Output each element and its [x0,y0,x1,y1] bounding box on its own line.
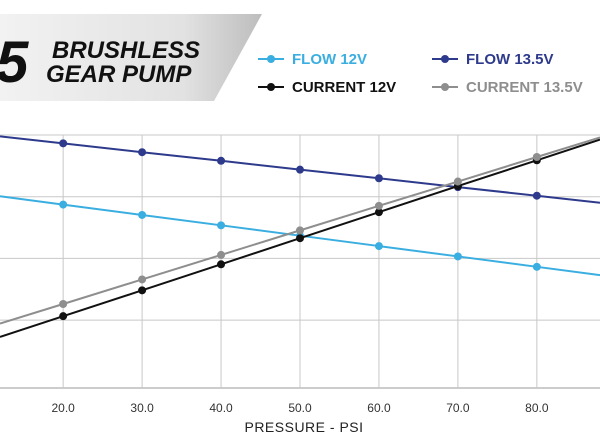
data-point [217,260,226,269]
legend-label: CURRENT 12V [292,79,396,96]
x-tick-label: 20.0 [51,401,75,415]
legend-swatch-dot [441,83,449,91]
chart-grid [0,134,600,389]
data-point [374,174,383,183]
data-point [217,250,226,259]
x-tick-label: 60.0 [367,401,391,415]
data-point [532,262,541,271]
x-tick-label: 30.0 [130,401,154,415]
legend-swatch-dot [267,55,275,63]
title-banner-background [0,14,262,101]
data-point [138,286,147,295]
data-point [374,242,383,251]
title-line-2: GEAR PUMP [46,61,192,88]
data-point [138,275,147,284]
title-banner: 5 BRUSHLESS GEAR PUMP [0,14,262,101]
data-point [59,300,68,309]
data-point [59,200,68,209]
data-point [453,252,462,261]
x-tick-label: 80.0 [525,401,549,415]
legend-label: FLOW 12V [292,51,367,68]
title-line-1: BRUSHLESS [52,37,200,64]
title-digit: 5 [0,30,29,95]
x-tick-label: 70.0 [446,401,470,415]
chart-series [0,135,600,338]
x-tick-label: 40.0 [209,401,233,415]
series-current-13-5v [0,136,600,325]
data-point [374,208,383,217]
series-current-12v [0,138,600,338]
legend-label: FLOW 13.5V [466,51,554,68]
legend-item: FLOW 12V [258,51,367,68]
data-point [138,148,147,157]
x-axis-title: PRESSURE - PSI [244,419,363,435]
data-point [296,226,304,235]
legend-swatch-dot [267,83,275,91]
legend-swatch-dot [441,55,449,63]
legend-label: CURRENT 13.5V [466,79,583,96]
data-point [296,234,304,243]
x-axis-tick-labels: 20.0 30.0 40.0 50.0 60.0 70.0 80.0 [51,401,548,415]
data-point [138,210,147,219]
x-tick-label: 50.0 [288,401,312,415]
data-point [374,201,383,210]
data-point [217,221,226,230]
data-point [453,177,462,186]
legend-item: CURRENT 12V [258,79,396,96]
data-point [532,191,541,200]
legend-item: CURRENT 13.5V [432,79,583,96]
legend-item: FLOW 13.5V [432,51,554,68]
chart-legend: FLOW 12V FLOW 13.5V CURRENT 12V CURRENT 13.… [258,51,583,96]
data-point [296,165,304,174]
data-point [59,312,68,321]
data-point [217,156,226,165]
data-point [59,139,68,148]
data-point [532,153,541,162]
